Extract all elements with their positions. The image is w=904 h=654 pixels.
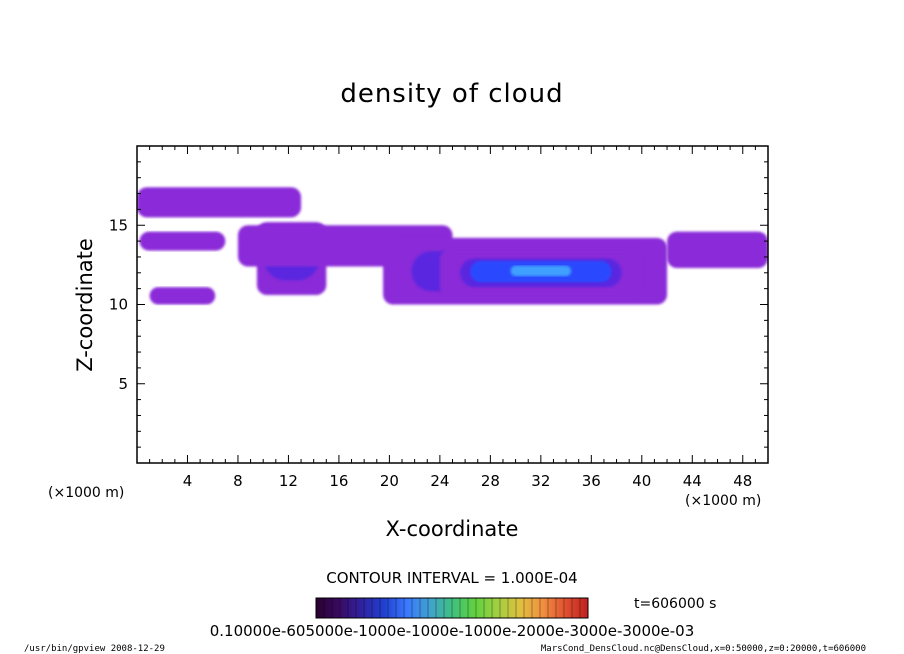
cloud-region: [139, 231, 226, 251]
x-tick-label: 20: [380, 472, 399, 490]
x-tick-label: 36: [582, 472, 601, 490]
cloud-region: [137, 187, 302, 218]
y-tick-label: 15: [109, 216, 128, 234]
colorbar-labels: 0.10000e-605000e-1000e-1000e-1000e-2000e…: [210, 622, 695, 640]
x-axis-ticks: 4 8 12 16 20 24 28 32 36 40 44 48: [149, 146, 756, 490]
x-tick-label: 8: [233, 472, 243, 490]
cloud-region: [439, 249, 642, 297]
y-axis-label: Z-coordinate: [73, 238, 97, 372]
time-label: t=606000 s: [634, 596, 716, 612]
colorbar-ticks: [323, 598, 581, 618]
x-axis-units-left: (×1000 m): [48, 485, 124, 501]
y-tick-label: 5: [118, 375, 128, 393]
cloud-region: [667, 231, 768, 269]
footer-right: MarsCond_DensCloud.nc@DensCloud,x=0:5000…: [541, 644, 866, 654]
cloud-field: [137, 187, 768, 305]
x-tick-label: 24: [430, 472, 449, 490]
x-axis-units-right: (×1000 m): [685, 493, 761, 509]
chart-title: density of cloud: [340, 79, 563, 109]
x-tick-label: 40: [632, 472, 651, 490]
x-tick-label: 48: [733, 472, 752, 490]
contour-interval-label: CONTOUR INTERVAL = 1.000E-04: [326, 569, 577, 587]
cloud-region: [149, 287, 216, 305]
footer-left: /usr/bin/gpview 2008-12-29: [24, 644, 165, 654]
x-tick-label: 16: [329, 472, 348, 490]
x-tick-label: 4: [183, 472, 193, 490]
y-axis-ticks: 5 10 15: [109, 161, 768, 448]
x-tick-label: 28: [481, 472, 500, 490]
x-tick-label: 32: [531, 472, 550, 490]
x-axis-label: X-coordinate: [386, 517, 519, 541]
x-tick-label: 12: [279, 472, 298, 490]
x-tick-label: 44: [683, 472, 702, 490]
y-tick-label: 10: [109, 296, 128, 314]
